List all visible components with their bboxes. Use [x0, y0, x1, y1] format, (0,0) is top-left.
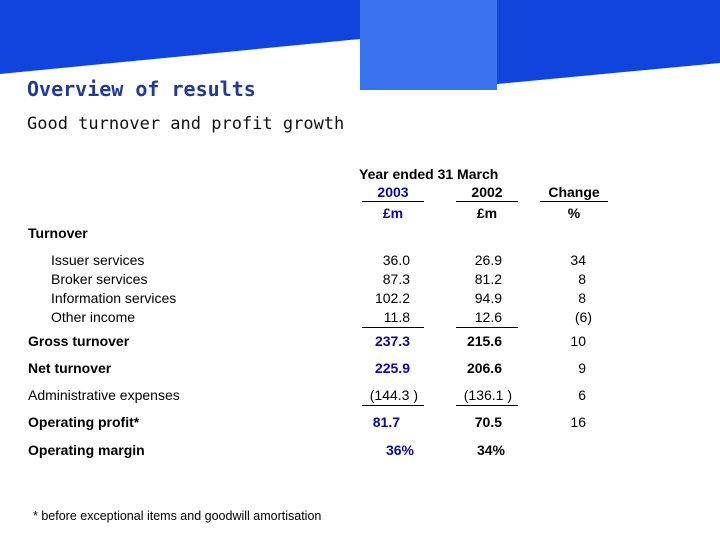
- col-change-unit: %: [567, 205, 581, 221]
- row-margin-2002: 34%: [476, 442, 505, 458]
- admin-rule-2003: [362, 405, 424, 406]
- row-label-info: Information services: [51, 290, 177, 306]
- row-opprofit-2002: 70.5: [474, 414, 502, 430]
- row-gross-2003: 237.3: [374, 333, 410, 349]
- row-info-2003: 102.2: [374, 290, 410, 306]
- subtotal-rule-2002: [456, 327, 518, 328]
- row-label-admin: Administrative expenses: [28, 387, 180, 403]
- row-broker-change: 8: [578, 271, 586, 287]
- row-issuer-2003: 36.0: [382, 252, 410, 268]
- col-change-header: Change: [548, 184, 600, 200]
- row-label-opprofit: Operating profit*: [28, 414, 140, 430]
- col-2003-header: 2003: [377, 184, 409, 200]
- row-net-2003: 225.9: [374, 360, 410, 376]
- row-label-other: Other income: [51, 309, 136, 325]
- row-net-2002: 206.6: [466, 360, 502, 376]
- row-other-2003: 11.8: [383, 309, 410, 325]
- subtotal-rule-2003: [362, 327, 424, 328]
- row-issuer-change: 34: [570, 252, 586, 268]
- col-2002-unit: £m: [476, 205, 498, 221]
- row-label-gross: Gross turnover: [28, 333, 130, 349]
- footnote: * before exceptional items and goodwill …: [33, 509, 322, 523]
- banner-left-shape: [0, 0, 360, 74]
- turnover-heading: Turnover: [28, 225, 88, 241]
- row-other-2002: 12.6: [474, 309, 502, 325]
- row-opprofit-change: 16: [570, 414, 586, 430]
- banner-center-block: [360, 0, 497, 90]
- header-rule-2002: [456, 201, 518, 202]
- row-label-issuer: Issuer services: [51, 252, 145, 268]
- row-opprofit-2003: 81.7: [372, 414, 400, 430]
- col-2002-header: 2002: [471, 184, 503, 200]
- row-margin-2003: 36%: [385, 442, 414, 458]
- page-subtitle: Good turnover and profit growth: [27, 114, 345, 134]
- header-rule-change: [540, 201, 608, 202]
- row-label-margin: Operating margin: [28, 442, 145, 458]
- row-issuer-2002: 26.9: [474, 252, 502, 268]
- row-broker-2002: 81.2: [474, 271, 502, 287]
- row-admin-2002: (136.1 ): [463, 387, 512, 403]
- row-net-change: 9: [578, 360, 586, 376]
- row-gross-2002: 215.6: [466, 333, 502, 349]
- banner-right-shape: [497, 0, 720, 84]
- admin-rule-2002: [456, 405, 518, 406]
- period-header: Year ended 31 March: [359, 166, 499, 182]
- header-banner: [0, 0, 720, 90]
- row-other-change: (6): [574, 309, 592, 325]
- header-rule-2003: [362, 201, 424, 202]
- page-title: Overview of results: [27, 77, 256, 101]
- row-info-change: 8: [578, 290, 586, 306]
- row-gross-change: 10: [570, 333, 586, 349]
- row-admin-2003: (144.3 ): [369, 387, 418, 403]
- row-broker-2003: 87.3: [382, 271, 410, 287]
- row-label-net: Net turnover: [28, 360, 112, 376]
- row-info-2002: 94.9: [474, 290, 502, 306]
- row-label-broker: Broker services: [51, 271, 148, 287]
- col-2003-unit: £m: [382, 205, 404, 221]
- row-admin-change: 6: [578, 387, 586, 403]
